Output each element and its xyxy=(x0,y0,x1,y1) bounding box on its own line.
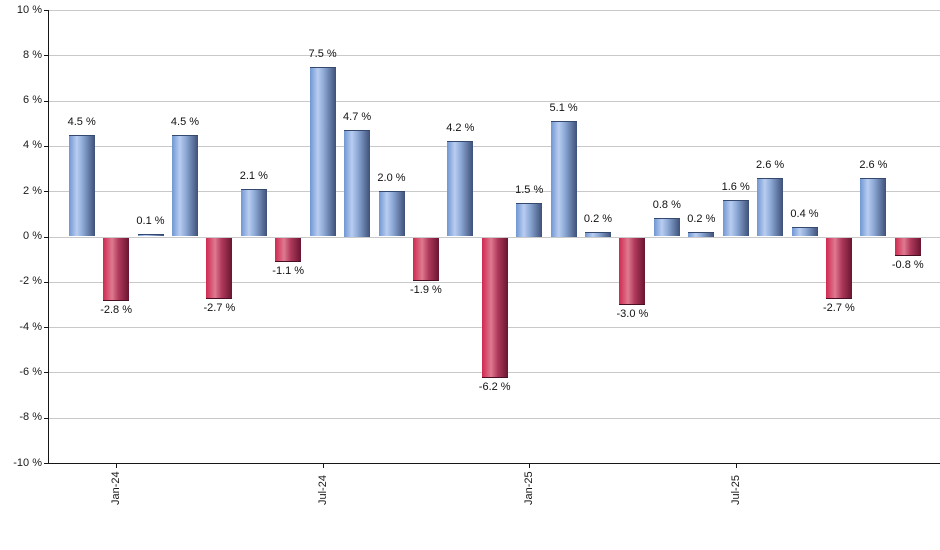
y-grid-line xyxy=(48,145,940,147)
bar-value-label: -6.2 % xyxy=(478,380,511,393)
y-axis-label: -10 % xyxy=(13,456,42,469)
bar-18 xyxy=(688,232,715,237)
y-grid-line xyxy=(48,191,940,193)
y-axis-label: 6 % xyxy=(23,94,42,107)
bar-3 xyxy=(172,134,198,237)
bar-2 xyxy=(137,234,164,237)
y-axis-label: 8 % xyxy=(23,48,42,61)
bar-7 xyxy=(309,66,336,237)
bar-21 xyxy=(791,227,818,237)
bar-1 xyxy=(103,237,130,301)
bar-value-label: 2.6 % xyxy=(756,158,785,171)
y-grid-line xyxy=(48,417,940,419)
y-grid-line xyxy=(48,100,940,102)
bar-value-label: 4.2 % xyxy=(446,122,475,135)
y-axis-tick xyxy=(44,417,48,419)
bar-10 xyxy=(412,237,439,281)
bar-value-label: 2.6 % xyxy=(859,158,888,171)
bar-12 xyxy=(481,237,508,378)
y-axis-label: 0 % xyxy=(23,230,42,242)
bar-value-label: -2.7 % xyxy=(203,301,236,314)
bar-value-label: 0.8 % xyxy=(652,199,681,212)
y-axis-label: 10 % xyxy=(16,3,42,16)
bar-value-label: 1.5 % xyxy=(515,183,544,196)
x-axis-label: Jul-25 xyxy=(729,475,742,505)
y-axis-tick xyxy=(44,236,48,238)
bar-value-label: 5.1 % xyxy=(549,102,578,114)
y-axis-tick xyxy=(44,191,48,193)
x-axis-label: Jan-25 xyxy=(523,471,536,505)
y-axis-label: -8 % xyxy=(19,411,42,424)
bar-22 xyxy=(825,237,852,299)
y-grid-line xyxy=(48,55,940,57)
y-axis-tick xyxy=(44,463,48,464)
bar-value-label: 0.2 % xyxy=(583,213,613,225)
x-axis-tick xyxy=(116,463,118,468)
y-axis-tick xyxy=(44,145,48,147)
y-axis-tick xyxy=(44,100,48,102)
y-axis-tick xyxy=(44,327,48,329)
x-axis-tick xyxy=(322,463,324,468)
bar-15 xyxy=(585,232,611,237)
bar-value-label: 1.6 % xyxy=(721,181,750,194)
bar-24 xyxy=(894,237,921,256)
y-axis-label: -2 % xyxy=(19,275,42,288)
bar-0 xyxy=(68,134,95,237)
bar-9 xyxy=(378,191,405,237)
bar-16 xyxy=(619,237,646,306)
y-axis-tick xyxy=(44,10,48,11)
y-axis-label: -6 % xyxy=(19,365,42,378)
y-axis-tick xyxy=(44,281,48,283)
bar-5 xyxy=(240,188,267,237)
bar-value-label: 4.5 % xyxy=(170,115,200,128)
bar-value-label: 0.2 % xyxy=(687,213,716,225)
bar-value-label: -1.1 % xyxy=(272,265,305,278)
bar-value-label: 0.1 % xyxy=(136,215,165,228)
y-axis-line xyxy=(48,10,49,463)
bar-value-label: 2.0 % xyxy=(377,172,406,185)
bar-19 xyxy=(722,200,749,237)
bar-value-label: -2.7 % xyxy=(822,301,855,314)
bar-value-label: 4.7 % xyxy=(343,111,372,123)
bar-17 xyxy=(653,218,680,237)
bar-value-label: -2.8 % xyxy=(100,303,132,316)
x-axis-label: Jul-24 xyxy=(316,475,329,505)
x-axis-line xyxy=(48,463,940,464)
x-axis-label: Jan-24 xyxy=(110,471,123,505)
y-axis-label: 2 % xyxy=(23,184,42,197)
x-axis-tick xyxy=(529,463,531,468)
bar-value-label: 2.1 % xyxy=(239,169,268,182)
bar-11 xyxy=(447,141,474,237)
bar-value-label: 7.5 % xyxy=(308,47,337,60)
bar-value-label: 4.5 % xyxy=(67,115,96,128)
y-axis-tick xyxy=(44,372,48,374)
bar-value-label: 0.4 % xyxy=(790,208,819,221)
bar-8 xyxy=(344,130,371,237)
bar-14 xyxy=(550,121,577,237)
bar-23 xyxy=(860,177,887,237)
x-axis-tick xyxy=(735,463,737,468)
bar-6 xyxy=(275,237,302,263)
bar-value-label: -1.9 % xyxy=(409,283,442,296)
bar-13 xyxy=(516,202,543,237)
bar-20 xyxy=(757,177,784,237)
y-grid-line xyxy=(48,10,940,11)
bar-value-label: -3.0 % xyxy=(616,308,649,321)
y-grid-line xyxy=(48,236,940,238)
bar-4 xyxy=(206,237,233,299)
y-axis-label: 4 % xyxy=(23,139,42,152)
y-axis-label: -4 % xyxy=(19,320,42,333)
bar-value-label: -0.8 % xyxy=(891,258,924,271)
y-axis-tick xyxy=(44,55,48,57)
